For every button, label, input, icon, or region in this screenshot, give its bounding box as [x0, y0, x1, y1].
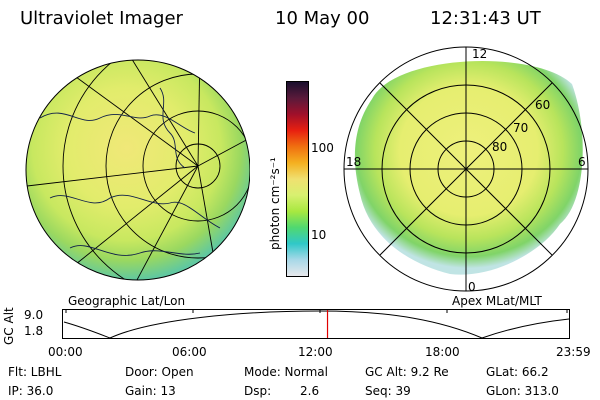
- time-tick-0000: 00:00: [48, 345, 83, 359]
- lat-label-70: 70: [513, 121, 529, 135]
- mode-info: Mode: Normal: [244, 365, 328, 379]
- lat-label-80: 80: [492, 140, 508, 154]
- colorbar-tick-10: 10: [311, 228, 327, 242]
- apex-caption: Apex MLat/MLT: [452, 294, 542, 308]
- mlt-label-6: 6: [578, 155, 586, 169]
- altitude-ytick-high: 9.0: [24, 308, 44, 322]
- gc-alt-info: GC Alt: 9.2 Re: [365, 365, 449, 379]
- ip-info: IP: 36.0: [8, 384, 54, 398]
- lat-label-60: 60: [535, 98, 551, 112]
- geographic-image: [25, 59, 250, 281]
- door-info: Door: Open: [125, 365, 194, 379]
- altitude-plot-frame: [62, 309, 570, 339]
- glon-info: GLon: 313.0: [486, 384, 559, 398]
- seq-info: Seq: 39: [365, 384, 411, 398]
- geographic-caption: Geographic Lat/Lon: [68, 294, 186, 308]
- altitude-ylabel: GC Alt: [2, 307, 16, 345]
- dsp-value: 2.6: [300, 384, 320, 398]
- time-label: 12:31:43 UT: [430, 8, 541, 29]
- dsp-label: Dsp:: [244, 384, 272, 398]
- mlt-label-0: 0: [468, 280, 476, 294]
- glat-info: GLat: 66.2: [486, 365, 549, 379]
- time-tick-1200: 12:00: [298, 345, 333, 359]
- mlt-label-12: 12: [472, 47, 488, 61]
- colorbar-unit-label: photon cm⁻²s⁻¹: [268, 157, 282, 250]
- colorbar-gradient: [287, 82, 308, 276]
- colorbar-tick-100: 100: [311, 141, 334, 155]
- time-tick-2359: 23:59: [556, 345, 591, 359]
- altitude-plot: [62, 309, 570, 339]
- altitude-curve: [63, 310, 570, 339]
- gain-info: Gain: 13: [125, 384, 176, 398]
- app-title: Ultraviolet Imager: [20, 8, 183, 29]
- filter-info: Flt: LBHL: [8, 365, 62, 379]
- mlt-label-18: 18: [346, 155, 362, 169]
- date-label: 10 May 00: [275, 8, 370, 29]
- altitude-ytick-low: 1.8: [24, 324, 44, 338]
- colorbar: [286, 81, 309, 277]
- time-tick-0600: 06:00: [172, 345, 207, 359]
- polar-image: [343, 46, 589, 292]
- time-tick-1800: 18:00: [425, 345, 460, 359]
